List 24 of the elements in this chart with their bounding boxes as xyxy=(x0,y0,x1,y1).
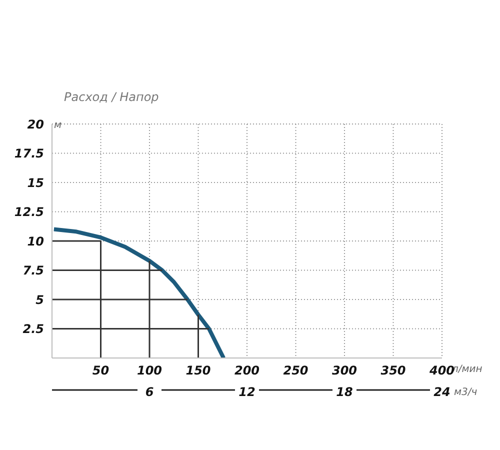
x-tick-label: 300 xyxy=(332,364,358,378)
x-tick-label: 400 xyxy=(428,364,455,378)
x-tick-label: 150 xyxy=(186,364,211,378)
x2-axis-title: м3/ч xyxy=(454,387,478,398)
x2-tick-label: 18 xyxy=(336,385,353,399)
y-tick-label: 12.5 xyxy=(14,205,44,220)
chart-title: Расход / Напор xyxy=(64,90,160,106)
x-tick-label: 200 xyxy=(234,364,260,378)
y-tick-label: 20 xyxy=(27,117,44,132)
x-tick-label: 250 xyxy=(283,364,308,378)
x2-tick-label: 6 xyxy=(145,385,154,399)
line-series xyxy=(52,227,226,358)
y-tick-label: 10 xyxy=(27,234,44,248)
x-tick-label: 50 xyxy=(92,364,110,378)
y-axis-title: м xyxy=(54,120,62,131)
y-tick-label: 5 xyxy=(36,292,44,307)
x-tick-label: 100 xyxy=(136,364,162,378)
x2-tick-label: 12 xyxy=(238,385,256,399)
y-tick-label: 2.5 xyxy=(22,322,44,336)
x-tick-label: 350 xyxy=(380,364,406,378)
y-tick-label: 15 xyxy=(27,176,44,190)
y-tick-label: 7.5 xyxy=(22,264,44,278)
x2-tick-label: 24 xyxy=(434,385,450,399)
y-tick-label: 17.5 xyxy=(14,146,44,161)
